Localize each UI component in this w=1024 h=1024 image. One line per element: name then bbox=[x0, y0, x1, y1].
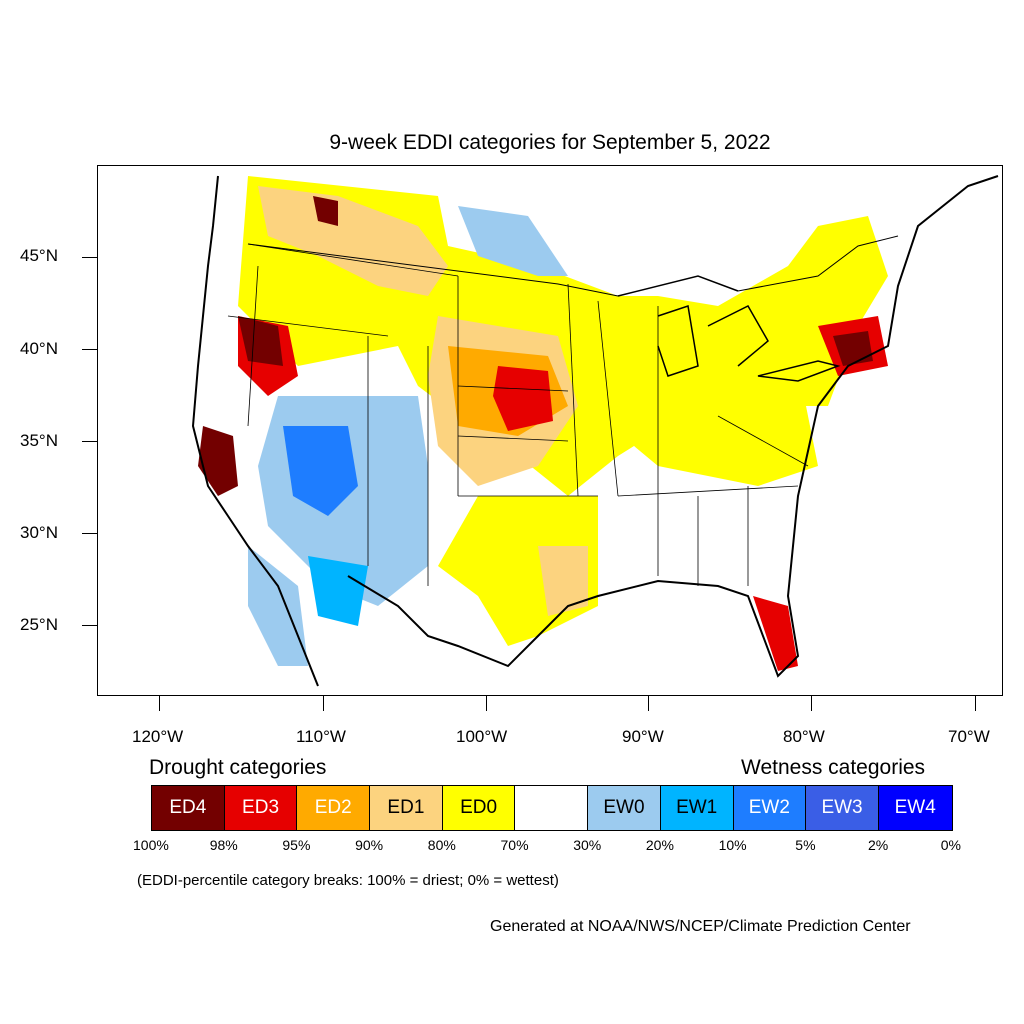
legend-box-ed1: ED1 bbox=[370, 786, 443, 830]
great-lakes-outline bbox=[617, 275, 841, 382]
lat-tick bbox=[82, 533, 97, 534]
map-panel bbox=[97, 165, 1003, 696]
legend-box-ed3: ED3 bbox=[224, 786, 298, 830]
lat-label-30: 30°N bbox=[20, 523, 58, 542]
lon-tick bbox=[975, 696, 976, 711]
legend-box-ew3: EW3 bbox=[806, 786, 879, 830]
region-ed4-mt bbox=[313, 196, 338, 226]
region-ew1-az bbox=[308, 556, 368, 626]
percentile-label: 0% bbox=[940, 837, 961, 853]
drought-categories-heading: Drought categories bbox=[149, 756, 327, 779]
percentile-label: 20% bbox=[645, 837, 674, 853]
region-ed3-fl bbox=[753, 596, 798, 671]
legend-box-ed4: ED4 bbox=[152, 786, 225, 830]
region-ew2-sw bbox=[283, 426, 358, 516]
coastline bbox=[191, 175, 999, 687]
legend-box-neutral bbox=[515, 786, 589, 830]
lat-tick bbox=[82, 625, 97, 626]
region-ed4-ca bbox=[198, 426, 238, 496]
percentile-label: 30% bbox=[573, 837, 602, 853]
percentile-label: 5% bbox=[795, 837, 816, 853]
category-legend: ED4 ED3 ED2 ED1 ED0 EW0 EW1 EW2 EW3 EW4 bbox=[151, 785, 953, 831]
lon-tick bbox=[648, 696, 649, 711]
lon-tick bbox=[486, 696, 487, 711]
region-ed3-plains bbox=[493, 366, 553, 431]
lat-label-40: 40°N bbox=[20, 339, 58, 358]
region-ew0-greatlakes bbox=[458, 206, 568, 276]
lat-label-45: 45°N bbox=[20, 246, 58, 265]
map-title: 9-week EDDI categories for September 5, … bbox=[329, 131, 771, 154]
percentile-label: 98% bbox=[209, 837, 238, 853]
lon-tick bbox=[159, 696, 160, 711]
wetness-categories-heading: Wetness categories bbox=[741, 756, 926, 779]
legend-box-ed2: ED2 bbox=[297, 786, 371, 830]
percentile-label: 95% bbox=[282, 837, 311, 853]
region-ed1-texas bbox=[538, 546, 588, 616]
state-boundaries bbox=[227, 243, 809, 586]
legend-box-ew0: EW0 bbox=[588, 786, 661, 830]
breaks-note: (EDDI-percentile category breaks: 100% =… bbox=[137, 872, 559, 889]
lat-tick bbox=[82, 441, 97, 442]
legend-box-ew2: EW2 bbox=[733, 786, 807, 830]
region-ed4-nw bbox=[238, 316, 283, 366]
lon-tick bbox=[323, 696, 324, 711]
region-ed4-ne bbox=[833, 331, 873, 366]
percentile-label: 90% bbox=[355, 837, 384, 853]
lon-label-110: 110°W bbox=[296, 727, 346, 746]
lon-label-80: 80°W bbox=[783, 727, 825, 746]
percentile-label: 10% bbox=[718, 837, 747, 853]
lat-tick bbox=[82, 349, 97, 350]
lon-label-70: 70°W bbox=[948, 727, 990, 746]
percentile-label: 70% bbox=[500, 837, 529, 853]
lon-label-120: 120°W bbox=[132, 727, 184, 746]
lon-label-100: 100°W bbox=[456, 727, 508, 746]
percentile-label: 100% bbox=[133, 837, 169, 853]
eddi-map bbox=[191, 175, 999, 687]
region-ed0-east bbox=[598, 316, 818, 486]
lon-tick bbox=[811, 696, 812, 711]
canada-border bbox=[247, 235, 899, 297]
lat-label-25: 25°N bbox=[20, 615, 58, 634]
legend-box-ed0: ED0 bbox=[442, 786, 516, 830]
credit-line: Generated at NOAA/NWS/NCEP/Climate Predi… bbox=[490, 918, 911, 935]
percentile-label: 2% bbox=[868, 837, 889, 853]
region-ew0-baja bbox=[248, 546, 308, 666]
lon-label-90: 90°W bbox=[622, 727, 664, 746]
lat-label-35: 35°N bbox=[20, 431, 58, 450]
category-regions bbox=[198, 176, 888, 671]
region-ed1-north bbox=[258, 186, 448, 296]
legend-box-ew1: EW1 bbox=[660, 786, 734, 830]
legend-box-ew4: EW4 bbox=[878, 786, 952, 830]
lat-tick bbox=[82, 257, 97, 258]
percentile-label: 80% bbox=[427, 837, 456, 853]
